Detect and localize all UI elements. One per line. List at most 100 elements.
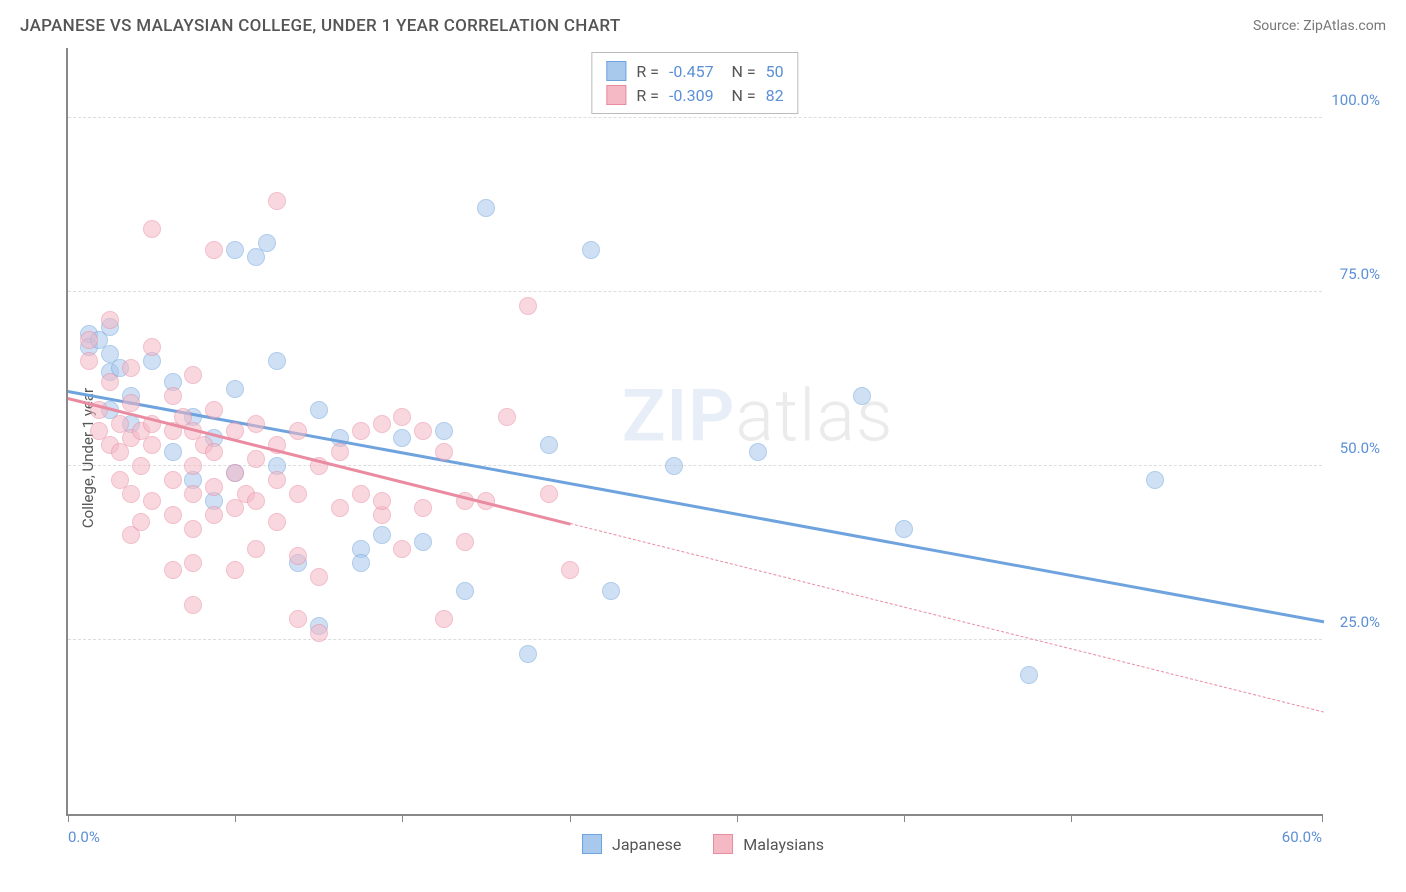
data-point bbox=[435, 443, 453, 461]
data-point bbox=[164, 387, 182, 405]
data-point bbox=[226, 241, 244, 259]
data-point bbox=[895, 520, 913, 538]
x-tick bbox=[1322, 814, 1323, 822]
x-tick bbox=[402, 814, 403, 822]
correlation-legend: R = -0.457 N = 50R = -0.309 N = 82 bbox=[591, 52, 798, 114]
data-point bbox=[101, 311, 119, 329]
data-point bbox=[373, 415, 391, 433]
data-point bbox=[561, 561, 579, 579]
y-tick-label: 75.0% bbox=[1340, 265, 1380, 283]
gridline bbox=[68, 291, 1322, 292]
data-point bbox=[435, 422, 453, 440]
x-tick-label: 60.0% bbox=[1282, 828, 1322, 846]
legend-swatch bbox=[582, 834, 602, 854]
data-point bbox=[247, 450, 265, 468]
data-point bbox=[749, 443, 767, 461]
data-point bbox=[164, 443, 182, 461]
data-point bbox=[498, 408, 516, 426]
data-point bbox=[289, 422, 307, 440]
legend-label: Japanese bbox=[612, 835, 681, 854]
legend-swatch bbox=[606, 61, 626, 81]
data-point bbox=[205, 506, 223, 524]
data-point bbox=[519, 297, 537, 315]
data-point bbox=[540, 436, 558, 454]
data-point bbox=[582, 241, 600, 259]
data-point bbox=[393, 408, 411, 426]
x-tick bbox=[737, 814, 738, 822]
data-point bbox=[310, 624, 328, 642]
data-point bbox=[310, 401, 328, 419]
data-point bbox=[435, 610, 453, 628]
legend-swatch bbox=[606, 85, 626, 105]
legend-n-label: N = bbox=[724, 86, 756, 105]
data-point bbox=[477, 199, 495, 217]
data-point bbox=[331, 499, 349, 517]
data-point bbox=[143, 436, 161, 454]
data-point bbox=[184, 520, 202, 538]
data-point bbox=[184, 554, 202, 572]
data-point bbox=[373, 492, 391, 510]
data-point bbox=[540, 485, 558, 503]
legend-r-label: R = bbox=[636, 86, 659, 105]
data-point bbox=[310, 568, 328, 586]
legend-label: Malaysians bbox=[743, 835, 824, 854]
legend-row: R = -0.457 N = 50 bbox=[606, 59, 783, 83]
data-point bbox=[132, 457, 150, 475]
data-point bbox=[164, 561, 182, 579]
data-point bbox=[184, 366, 202, 384]
data-point bbox=[373, 526, 391, 544]
data-point bbox=[184, 457, 202, 475]
legend-n-label: N = bbox=[724, 62, 756, 81]
chart-container: College, Under 1 year R = -0.457 N = 50R… bbox=[20, 48, 1386, 868]
gridline bbox=[68, 639, 1322, 640]
data-point bbox=[602, 582, 620, 600]
gridline bbox=[68, 117, 1322, 118]
data-point bbox=[247, 415, 265, 433]
data-point bbox=[665, 457, 683, 475]
data-point bbox=[143, 338, 161, 356]
x-tick bbox=[570, 814, 571, 822]
data-point bbox=[268, 192, 286, 210]
data-point bbox=[122, 394, 140, 412]
data-point bbox=[101, 373, 119, 391]
y-tick-label: 50.0% bbox=[1340, 439, 1380, 457]
data-point bbox=[122, 485, 140, 503]
data-point bbox=[184, 596, 202, 614]
data-point bbox=[164, 506, 182, 524]
data-point bbox=[352, 554, 370, 572]
data-point bbox=[289, 610, 307, 628]
data-point bbox=[143, 220, 161, 238]
legend-n-value: 82 bbox=[766, 86, 784, 105]
data-point bbox=[268, 471, 286, 489]
data-point bbox=[414, 499, 432, 517]
x-tick bbox=[1071, 814, 1072, 822]
data-point bbox=[414, 533, 432, 551]
data-point bbox=[184, 485, 202, 503]
legend-n-value: 50 bbox=[766, 62, 784, 81]
data-point bbox=[268, 352, 286, 370]
data-point bbox=[393, 429, 411, 447]
x-tick bbox=[235, 814, 236, 822]
chart-title: JAPANESE VS MALAYSIAN COLLEGE, UNDER 1 Y… bbox=[20, 16, 620, 36]
data-point bbox=[143, 492, 161, 510]
y-tick-label: 25.0% bbox=[1340, 613, 1380, 631]
data-point bbox=[226, 464, 244, 482]
legend-item: Malaysians bbox=[713, 834, 824, 854]
data-point bbox=[1146, 471, 1164, 489]
data-point bbox=[80, 331, 98, 349]
data-point bbox=[205, 401, 223, 419]
legend-r-value: -0.309 bbox=[669, 86, 714, 105]
data-point bbox=[289, 547, 307, 565]
data-point bbox=[331, 443, 349, 461]
data-point bbox=[289, 485, 307, 503]
legend-r-label: R = bbox=[636, 62, 659, 81]
legend-row: R = -0.309 N = 82 bbox=[606, 83, 783, 107]
series-legend: Japanese Malaysians bbox=[582, 834, 824, 854]
legend-item: Japanese bbox=[582, 834, 681, 854]
data-point bbox=[414, 422, 432, 440]
data-point bbox=[226, 380, 244, 398]
data-point bbox=[352, 422, 370, 440]
data-point bbox=[205, 478, 223, 496]
data-point bbox=[268, 513, 286, 531]
source-label: Source: ZipAtlas.com bbox=[1253, 18, 1386, 34]
